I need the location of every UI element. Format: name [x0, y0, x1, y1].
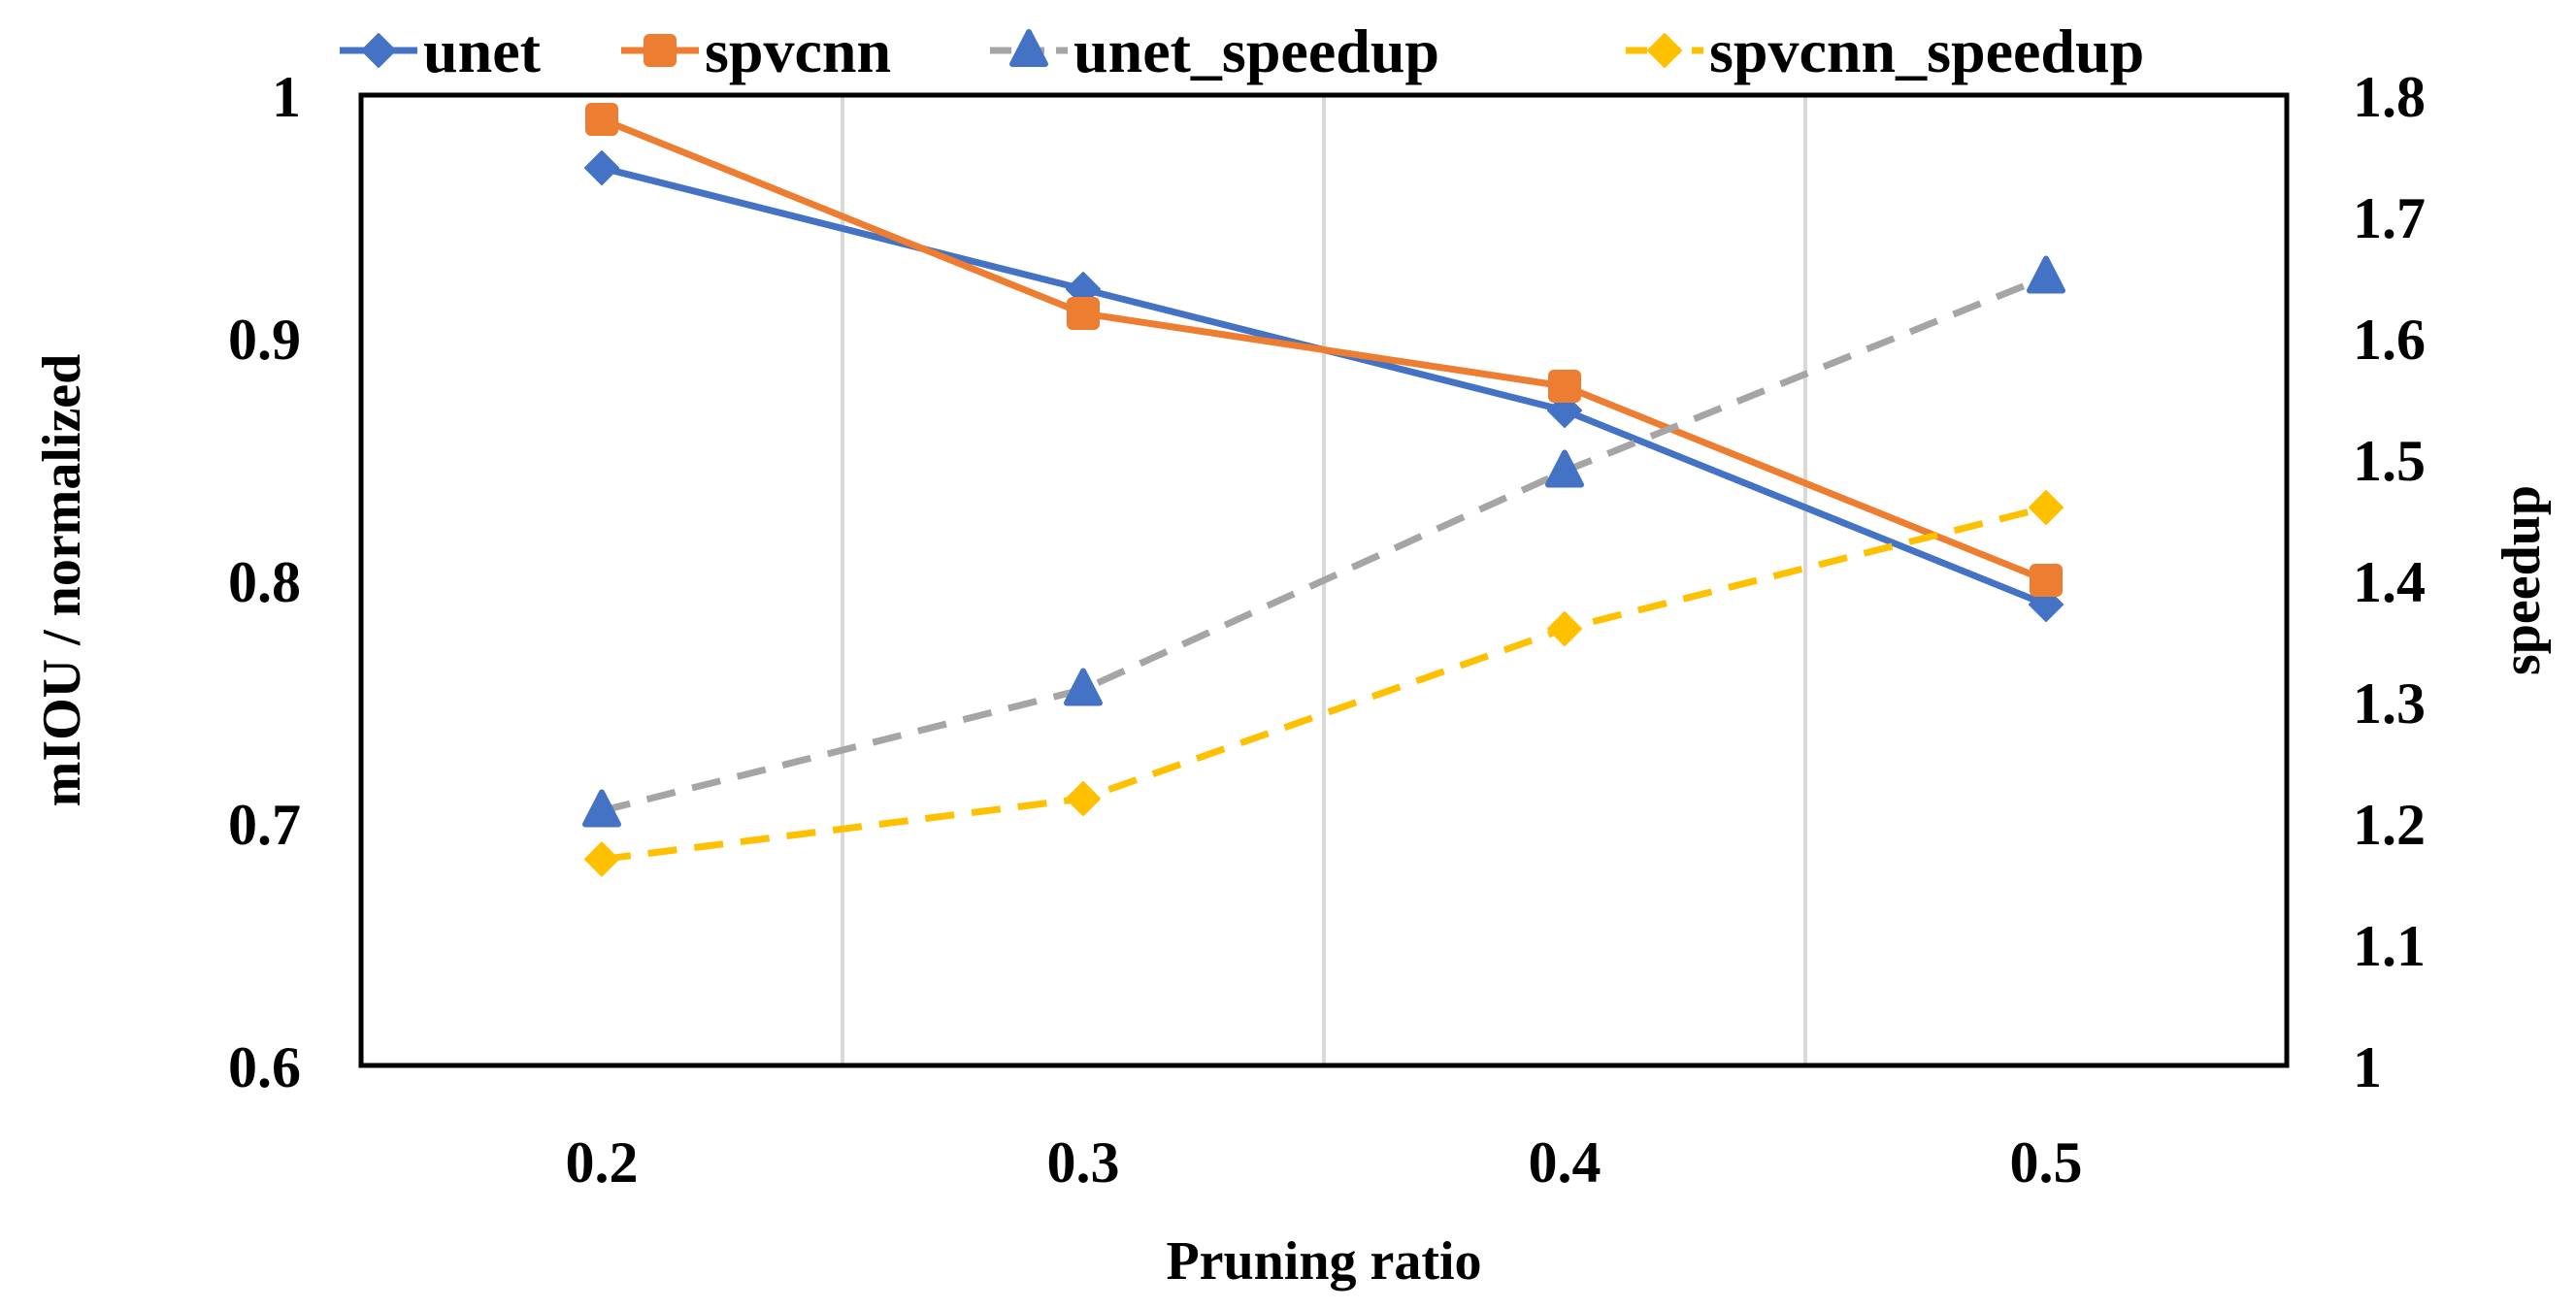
y2-axis-label: speedup [2492, 485, 2552, 675]
legend-label: unet [423, 16, 542, 85]
legend-swatch-marker [1009, 29, 1048, 67]
series-spvcnn_speedup [584, 490, 2064, 877]
y2-axis-ticks: 1 1.1 1.2 1.3 1.4 1.5 1.6 1.7 1.8 [2353, 65, 2426, 1099]
legend-label: spvcnn [705, 16, 891, 85]
y-tick-label: 1 [272, 65, 301, 129]
data-point-spvcnn_speedup [1066, 781, 1101, 816]
y2-tick-label: 1.7 [2353, 186, 2426, 250]
y-axis-ticks: 0.6 0.7 0.8 0.9 1 [228, 65, 301, 1099]
y2-tick-label: 1.8 [2353, 65, 2426, 129]
legend-item-spvcnn_speedup: spvcnn_speedup [1626, 16, 2144, 85]
y2-tick-label: 1.5 [2353, 429, 2426, 493]
legend-item-spvcnn: spvcnn [621, 16, 891, 85]
series-spvcnn [585, 103, 2063, 597]
x-tick-label: 0.2 [566, 1130, 639, 1194]
y-axis-label: mIOU / normalized [32, 354, 92, 807]
y2-tick-label: 1.3 [2353, 671, 2426, 736]
data-point-spvcnn_speedup [2029, 490, 2064, 525]
legend-swatch-marker [361, 33, 396, 68]
data-point-unet_speedup [2027, 255, 2065, 294]
legend-item-unet_speedup: unet_speedup [990, 16, 1439, 85]
y-tick-label: 0.8 [228, 550, 301, 614]
legend: unet spvcnn unet_speedup spvcnn_speedup [340, 16, 2144, 85]
y-tick-label: 0.6 [228, 1035, 301, 1099]
data-point-spvcnn [1548, 370, 1581, 403]
series-line-unet_speedup [601, 274, 2048, 814]
series-line-spvcnn_speedup [601, 504, 2047, 863]
legend-label: unet_speedup [1073, 16, 1439, 85]
data-point-spvcnn_speedup [584, 841, 619, 877]
data-point-unet_speedup [1545, 449, 1584, 488]
y2-tick-label: 1 [2353, 1035, 2382, 1099]
data-point-unet [584, 150, 619, 185]
plot-area-frame [358, 92, 2290, 1068]
y2-tick-label: 1.2 [2353, 793, 2426, 857]
x-axis-label: Pruning ratio [1166, 1231, 1481, 1292]
data-point-spvcnn [2030, 564, 2063, 597]
x-tick-label: 0.5 [2010, 1130, 2083, 1194]
series-unet_speedup [582, 255, 2065, 828]
y-tick-label: 0.9 [228, 308, 301, 372]
data-point-spvcnn [585, 103, 618, 136]
data-point-unet_speedup [1064, 668, 1103, 706]
legend-swatch-marker [644, 34, 677, 67]
data-point-unet_speedup [582, 789, 621, 828]
legend-swatch-marker [1647, 33, 1682, 68]
legend-item-unet: unet [340, 16, 542, 85]
x-axis-ticks: 0.2 0.3 0.4 0.5 [566, 1130, 2083, 1194]
series-layer [582, 103, 2065, 877]
series-line-spvcnn [600, 115, 2048, 584]
x-tick-label: 0.4 [1529, 1130, 1602, 1194]
y2-tick-label: 1.1 [2353, 914, 2426, 978]
y-tick-label: 0.7 [228, 793, 301, 857]
y2-tick-label: 1.4 [2353, 550, 2426, 614]
data-point-spvcnn [1067, 297, 1100, 330]
data-point-spvcnn_speedup [1547, 611, 1582, 646]
x-tick-label: 0.3 [1047, 1130, 1120, 1194]
y2-tick-label: 1.6 [2353, 308, 2426, 372]
legend-label: spvcnn_speedup [1709, 16, 2144, 85]
